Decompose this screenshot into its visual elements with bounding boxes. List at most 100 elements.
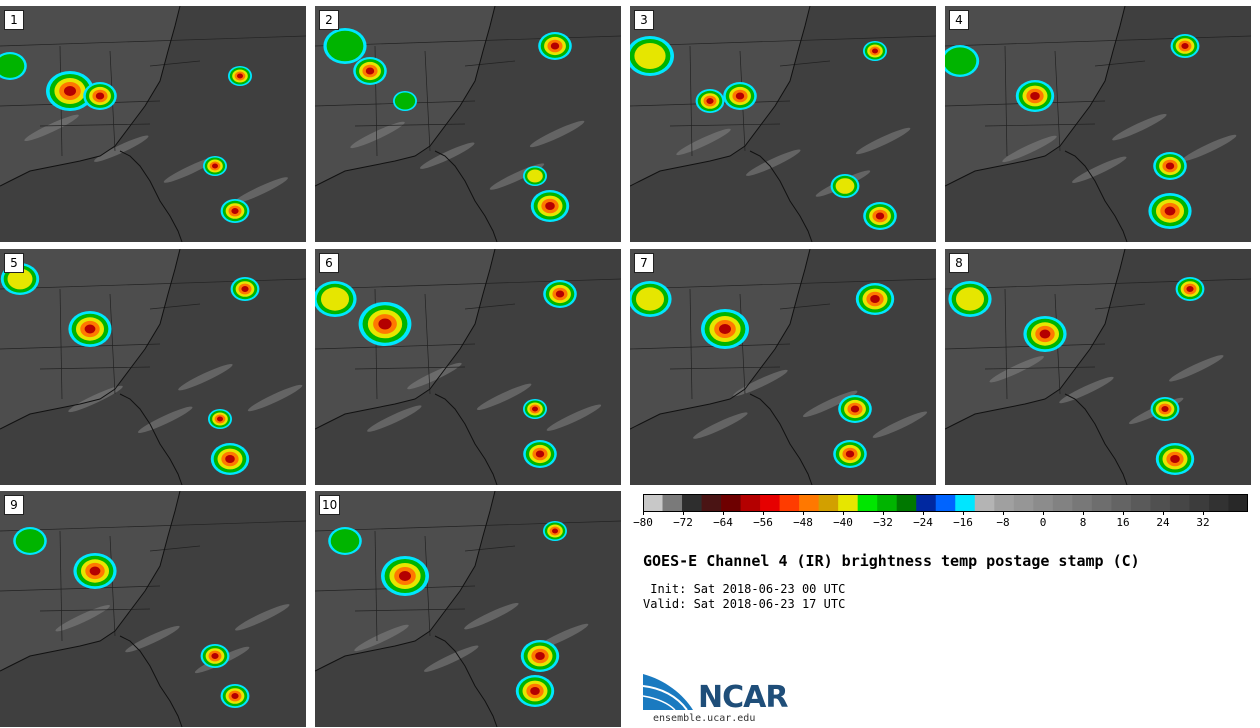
- colorbar-tick-label: 16: [1116, 516, 1130, 529]
- colorbar-segment: [1052, 494, 1073, 512]
- satellite-map: [945, 6, 1251, 242]
- colorbar-segment: [896, 494, 917, 512]
- colorbar-tick-label: −72: [673, 516, 693, 529]
- cloud-cell: [872, 48, 878, 54]
- colorbar-tick-label: −16: [953, 516, 973, 529]
- colorbar-segment: [955, 494, 976, 512]
- cloud-cell: [706, 98, 714, 104]
- colorbar-tick-mark: [1083, 512, 1084, 515]
- cloud-cell: [399, 571, 411, 581]
- colorbar-tick-mark: [843, 512, 844, 515]
- colorbar-tick-label: −8: [996, 516, 1010, 529]
- satellite-map: [0, 491, 306, 727]
- colorbar: [643, 494, 1248, 512]
- satellite-map: [0, 249, 306, 485]
- cloud-cell: [15, 529, 45, 553]
- satellite-map: [315, 491, 621, 727]
- logo-url: ensemble.ucar.edu: [653, 713, 756, 724]
- colorbar-segment: [760, 494, 781, 512]
- member-panel-3: 3: [630, 6, 936, 242]
- cloud-cell: [1181, 43, 1189, 49]
- cloud-cell: [320, 287, 350, 311]
- panel-label: 1: [4, 10, 24, 30]
- colorbar-segment: [1072, 494, 1093, 512]
- colorbar-tick-label: −32: [873, 516, 893, 529]
- satellite-map: [630, 249, 936, 485]
- figure-title: GOES-E Channel 4 (IR) brightness temp po…: [643, 552, 1140, 570]
- cloud-cell: [237, 73, 243, 79]
- panel-label: 5: [4, 253, 24, 273]
- panel-label: 8: [949, 253, 969, 273]
- init-time: Init: Sat 2018-06-23 00 UTC: [643, 582, 846, 596]
- member-panel-9: 9: [0, 491, 306, 727]
- panel-label: 3: [634, 10, 654, 30]
- colorbar-segment: [857, 494, 878, 512]
- satellite-map: [315, 249, 621, 485]
- member-panel-4: 4: [945, 6, 1251, 242]
- cloud-cell: [217, 416, 223, 422]
- colorbar-tick-mark: [1123, 512, 1124, 515]
- colorbar-segment: [799, 494, 820, 512]
- colorbar-tick-mark: [1203, 512, 1204, 515]
- cloud-cell: [89, 566, 101, 576]
- colorbar-tick-label: 0: [1039, 516, 1047, 529]
- colorbar-segment: [682, 494, 702, 512]
- cloud-cell: [845, 450, 855, 458]
- ncar-logo-icon: [643, 674, 693, 711]
- member-panel-1: 1: [0, 6, 306, 242]
- member-panel-10: 10: [315, 491, 621, 727]
- colorbar-tick-mark: [1043, 512, 1044, 515]
- colorbar-segment: [1208, 494, 1229, 512]
- colorbar-segment: [974, 494, 995, 512]
- cloud-cell: [719, 324, 731, 334]
- cloud-cell: [211, 653, 219, 659]
- colorbar-segment: [1111, 494, 1132, 512]
- colorbar-segment: [701, 494, 722, 512]
- cloud-cell: [241, 286, 249, 292]
- cloud-cell: [535, 652, 545, 660]
- member-panel-7: 7: [630, 249, 936, 485]
- cloud-cell: [835, 178, 855, 194]
- cloud-cell: [735, 92, 745, 100]
- colorbar-segment: [1228, 494, 1248, 512]
- colorbar-tick-mark: [923, 512, 924, 515]
- colorbar-tick-label: 8: [1079, 516, 1087, 529]
- cloud-cell: [527, 169, 543, 183]
- cloud-cell: [64, 86, 76, 96]
- colorbar-tick-label: −80: [633, 516, 653, 529]
- cloud-cell: [212, 163, 218, 169]
- colorbar-segment: [721, 494, 741, 512]
- cloud-cell: [530, 687, 540, 695]
- colorbar-tick-mark: [1163, 512, 1164, 515]
- member-panel-8: 8: [945, 249, 1251, 485]
- cloud-cell: [535, 450, 545, 458]
- satellite-map: [945, 249, 1251, 485]
- cloud-cell: [1161, 406, 1169, 412]
- colorbar-tick-label: 32: [1196, 516, 1210, 529]
- colorbar-tick-label: 24: [1156, 516, 1170, 529]
- colorbar-tick-label: −48: [793, 516, 813, 529]
- colorbar-segment: [916, 494, 937, 512]
- colorbar-segment: [1150, 494, 1171, 512]
- colorbar-tick-mark: [1003, 512, 1004, 515]
- cloud-cell: [1170, 455, 1180, 463]
- colorbar-segment: [877, 494, 898, 512]
- colorbar-segment: [1169, 494, 1190, 512]
- colorbar-tick-label: −40: [833, 516, 853, 529]
- cloud-cell: [231, 208, 239, 214]
- cloud-cell: [945, 47, 977, 75]
- panel-label: 7: [634, 253, 654, 273]
- colorbar-segment: [838, 494, 859, 512]
- cloud-cell: [1039, 329, 1051, 339]
- cloud-cell: [378, 318, 392, 330]
- colorbar-tick-label: −24: [913, 516, 933, 529]
- cloud-cell: [394, 92, 416, 110]
- colorbar-segment: [740, 494, 761, 512]
- colorbar-tick-mark: [963, 512, 964, 515]
- colorbar-tick-mark: [883, 512, 884, 515]
- panel-label: 6: [319, 253, 339, 273]
- cloud-cell: [634, 43, 666, 69]
- member-panel-6: 6: [315, 249, 621, 485]
- valid-time: Valid: Sat 2018-06-23 17 UTC: [643, 597, 846, 611]
- colorbar-tick-mark: [683, 512, 684, 515]
